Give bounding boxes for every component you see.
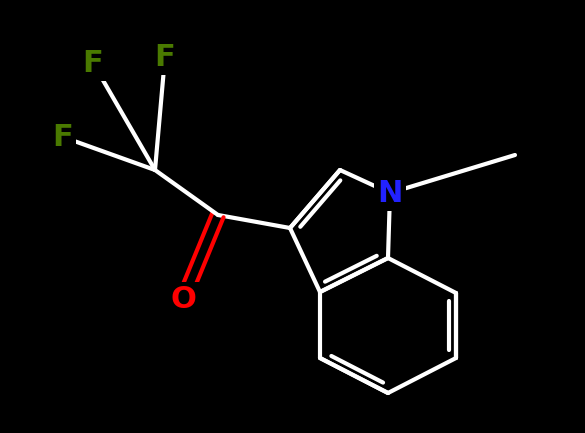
Text: O: O — [170, 285, 196, 314]
Text: F: F — [154, 42, 175, 71]
Text: F: F — [53, 123, 73, 152]
Text: N: N — [377, 178, 402, 207]
Text: F: F — [82, 48, 104, 78]
